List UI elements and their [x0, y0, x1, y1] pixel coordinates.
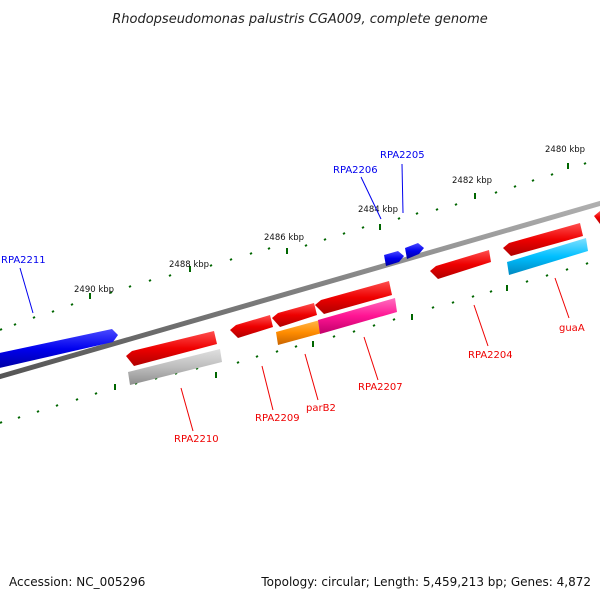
footer-accession: Accession: NC_005296: [9, 575, 145, 589]
gene-label-rpa2207[interactable]: RPA2207: [358, 382, 403, 393]
tick-label-2488: 2488 kbp: [169, 260, 209, 270]
gene-rpa2210-arrow[interactable]: [126, 331, 217, 366]
gene-rpa2206-arrow[interactable]: [384, 251, 404, 266]
map-title: Rhodopseudomonas palustris CGA009, compl…: [112, 12, 488, 27]
gene-label-rpa2206[interactable]: RPA2206: [333, 165, 378, 176]
gene-label-parb2[interactable]: parB2: [306, 403, 336, 414]
gene-rpa2207-arrow[interactable]: [315, 281, 392, 314]
tick-label-2480: 2480 kbp: [545, 145, 585, 155]
gene-label-rpa2205[interactable]: RPA2205: [380, 150, 425, 161]
gene-rpa2205-arrow[interactable]: [405, 243, 424, 259]
gene-rpa2204-arrow[interactable]: [430, 250, 491, 279]
gene-rpa2209-arrow[interactable]: [230, 315, 273, 338]
feature-guaa-cyan[interactable]: [507, 238, 588, 275]
leader-lines: [19, 163, 570, 432]
feature-rpa2210-gray[interactable]: [128, 349, 222, 385]
tick-label-2484: 2484 kbp: [358, 205, 398, 215]
gene-parb2-arrow[interactable]: [272, 303, 317, 327]
genome-backbone: [0, 200, 600, 380]
feature-rpa2207-magenta[interactable]: [318, 298, 397, 334]
gene-guaa-arrow[interactable]: [503, 223, 583, 256]
outer-tick-track: [0, 162, 587, 331]
gene-label-rpa2209[interactable]: RPA2209: [255, 413, 300, 424]
gene-label-rpa2204[interactable]: RPA2204: [468, 350, 513, 361]
gene-label-guaa[interactable]: guaA: [559, 323, 585, 334]
gene-label-rpa2210[interactable]: RPA2210: [174, 434, 219, 445]
feature-parb2-orange[interactable]: [276, 320, 322, 345]
tick-label-2486: 2486 kbp: [264, 233, 304, 243]
gene-label-rpa2211[interactable]: RPA2211: [1, 255, 46, 266]
gene-offscreen-arrow[interactable]: [594, 211, 600, 224]
tick-label-2490: 2490 kbp: [74, 285, 114, 295]
inner-tick-track: [0, 262, 589, 424]
tick-label-2482: 2482 kbp: [452, 176, 492, 186]
gene-rpa2211-arrow[interactable]: [0, 329, 118, 369]
footer-topology: Topology: circular; Length: 5,459,213 bp…: [260, 575, 591, 589]
